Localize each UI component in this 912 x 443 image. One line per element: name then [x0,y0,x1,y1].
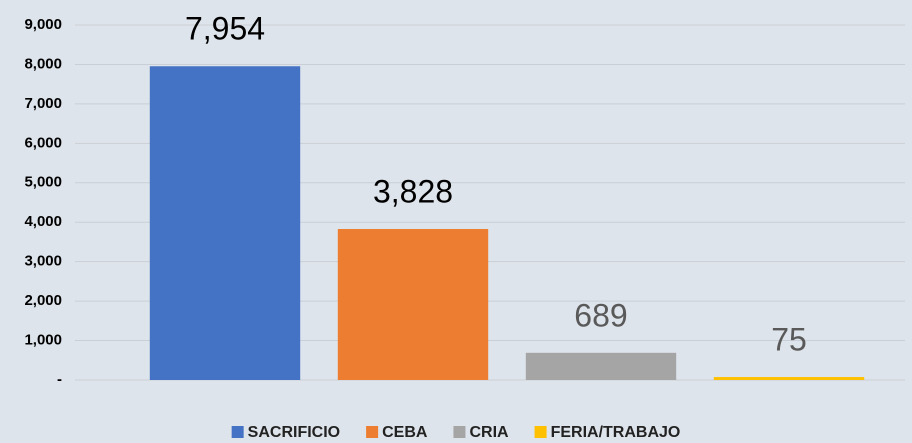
y-tick-label: 8,000 [24,55,62,72]
bar [525,352,677,380]
y-tick-label: 1,000 [24,332,62,349]
y-tick-label: 2,000 [24,292,62,309]
y-tick-label: 6,000 [24,134,62,151]
y-tick-label: 9,000 [24,16,62,33]
y-tick-label: 5,000 [24,174,62,191]
data-label: 3,828 [373,173,453,209]
legend-label: CEBA [382,424,428,441]
y-tick-label: - [57,371,62,388]
y-tick-label: 4,000 [24,213,62,230]
bar [149,66,301,381]
bar [337,229,489,380]
y-tick-label: 7,000 [24,95,62,112]
legend-label: CRIA [469,424,509,441]
legend-swatch [534,426,547,438]
data-label: 75 [771,321,807,357]
y-tick-label: 3,000 [24,253,62,270]
bar [713,377,865,380]
data-label: 7,954 [185,11,265,47]
legend-label: FERIA/TRABAJO [551,424,681,441]
legend-swatch [453,426,466,438]
legend-swatch [231,426,244,438]
legend-swatch [366,426,379,438]
legend-label: SACRIFICIO [248,424,340,441]
data-label: 689 [574,297,627,333]
